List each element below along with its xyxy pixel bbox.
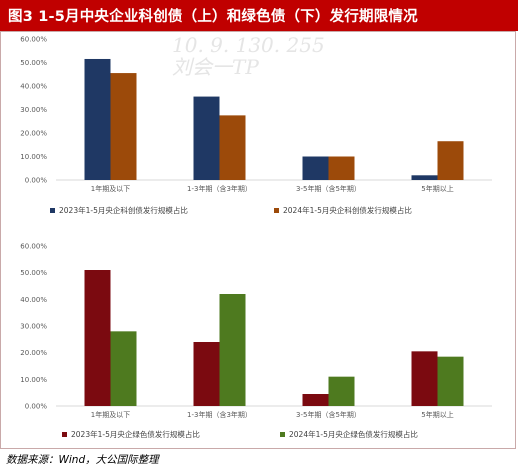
category-label: 1-3年期（含3年期） bbox=[187, 410, 252, 419]
category-label: 3-5年期（含5年期） bbox=[296, 410, 361, 419]
figure-title: 图3 1-5月中央企业科创债（上）和绿色债（下）发行期限情况 bbox=[8, 9, 418, 25]
green-bond-chart: 0.00% 10.00% 20.00% 30.00% 40.00% 50.00% 60.00… bbox=[20, 243, 492, 439]
watermark-line-1: 10. 9. 130. 255 bbox=[172, 33, 325, 57]
source-note: 数据来源：Wind，大公国际整理 bbox=[6, 454, 159, 466]
bar-2023-1 bbox=[193, 342, 220, 406]
category-label: 1-3年期（含3年期） bbox=[187, 184, 252, 193]
bar-2024-0 bbox=[110, 73, 137, 180]
category-label: 5年期以上 bbox=[421, 410, 453, 419]
category-label: 3-5年期（含5年期） bbox=[296, 184, 361, 193]
category-label: 5年期以上 bbox=[421, 184, 453, 193]
y-tick-label: 0.00% bbox=[25, 403, 48, 411]
legend-swatch-0 bbox=[50, 208, 55, 213]
y-tick-label: 50.00% bbox=[20, 269, 47, 277]
figure-frame bbox=[0, 31, 516, 449]
title-bar: 图3 1-5月中央企业科创债（上）和绿色债（下）发行期限情况 bbox=[0, 0, 518, 31]
bar-2023-3 bbox=[411, 351, 438, 406]
watermark-line-2: 刘会一TP bbox=[172, 55, 259, 79]
y-tick-label: 40.00% bbox=[20, 83, 47, 91]
bar-2024-2 bbox=[328, 156, 355, 180]
y-tick-label: 60.00% bbox=[20, 243, 47, 251]
y-tick-label: 0.00% bbox=[25, 177, 48, 185]
bar-2024-3 bbox=[437, 141, 464, 180]
y-tick-label: 30.00% bbox=[20, 323, 47, 331]
bar-2023-3 bbox=[411, 175, 438, 180]
y-tick-label: 30.00% bbox=[20, 106, 47, 114]
y-tick-label: 40.00% bbox=[20, 296, 47, 304]
y-tick-label: 10.00% bbox=[20, 153, 47, 161]
bar-2024-1 bbox=[219, 294, 246, 406]
bar-2024-2 bbox=[328, 376, 355, 406]
legend-label-1: 2024年1-5月央企科创债发行规模占比 bbox=[283, 205, 412, 215]
legend-swatch-0 bbox=[62, 432, 67, 437]
kechuang-bond-chart: 0.00% 10.00% 20.00% 30.00% 40.00% 50.00% 60.00… bbox=[20, 36, 492, 215]
legend-label-0: 2023年1-5月央企科创债发行规模占比 bbox=[59, 205, 188, 215]
y-tick-label: 10.00% bbox=[20, 376, 47, 384]
bar-2023-2 bbox=[302, 394, 329, 406]
y-tick-label: 60.00% bbox=[20, 36, 47, 44]
category-label: 1年期及以下 bbox=[91, 184, 130, 193]
bar-2024-1 bbox=[219, 115, 246, 180]
legend-swatch-1 bbox=[274, 208, 279, 213]
y-tick-label: 20.00% bbox=[20, 349, 47, 357]
bar-2023-2 bbox=[302, 156, 329, 180]
legend-swatch-1 bbox=[280, 432, 285, 437]
category-label: 1年期及以下 bbox=[91, 410, 130, 419]
y-tick-label: 20.00% bbox=[20, 130, 47, 138]
watermark: 10. 9. 130. 255 刘会一TP bbox=[172, 34, 325, 78]
bar-2024-0 bbox=[110, 331, 137, 406]
y-tick-label: 50.00% bbox=[20, 59, 47, 67]
legend-label-1: 2024年1-5月央企绿色债发行规模占比 bbox=[289, 429, 418, 439]
bar-2023-1 bbox=[193, 96, 220, 180]
legend-label-0: 2023年1-5月央企绿色债发行规模占比 bbox=[71, 429, 200, 439]
bar-2024-3 bbox=[437, 356, 464, 406]
bar-2023-0 bbox=[84, 58, 111, 180]
bar-2023-0 bbox=[84, 270, 111, 406]
